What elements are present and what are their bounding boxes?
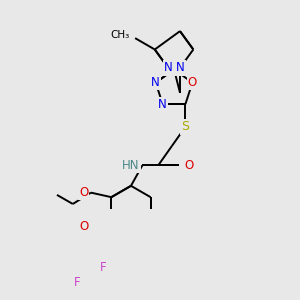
Text: O: O [79,186,88,199]
Text: F: F [100,261,106,274]
Text: O: O [188,76,197,89]
Text: N: N [164,61,172,74]
Text: F: F [74,276,81,289]
Text: N: N [176,61,184,74]
Text: S: S [182,120,189,134]
Text: N: N [151,76,160,89]
Text: O: O [184,159,193,172]
Text: O: O [80,220,89,233]
Text: N: N [158,98,167,111]
Text: CH₃: CH₃ [110,30,130,40]
Text: HN: HN [122,159,140,172]
